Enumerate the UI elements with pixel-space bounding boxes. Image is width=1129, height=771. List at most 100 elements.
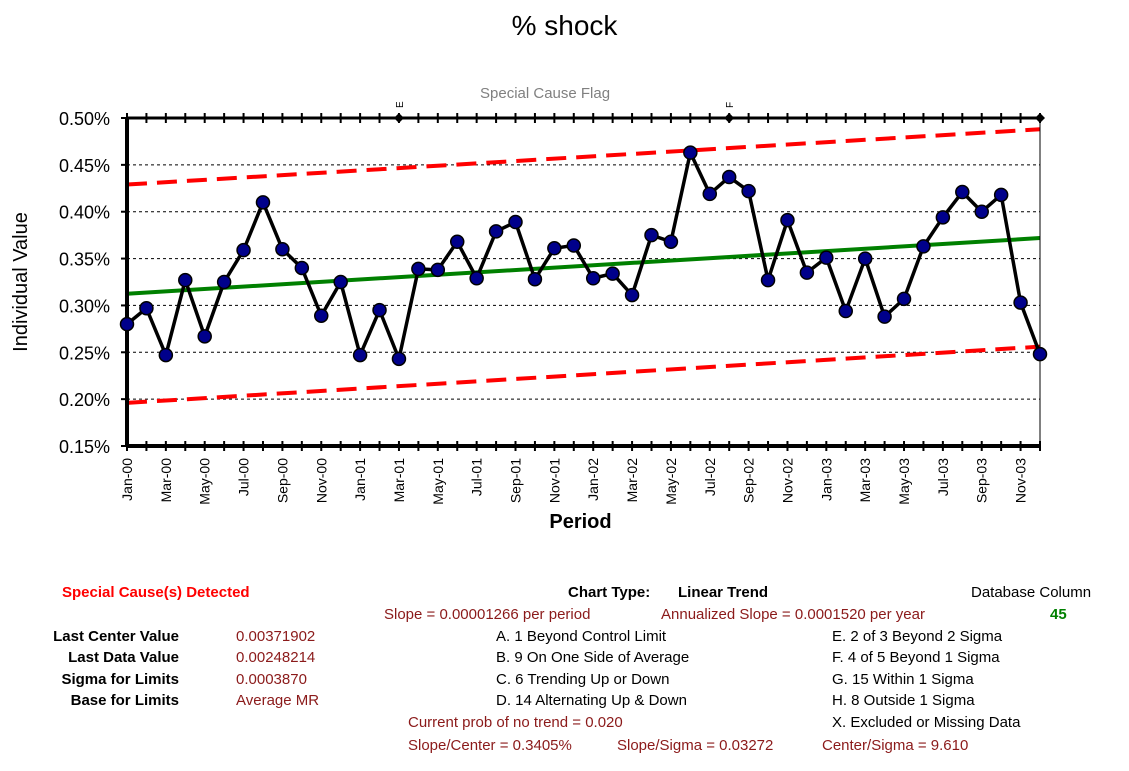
y-tick-label: 0.45% (59, 156, 110, 176)
data-point (838, 303, 853, 319)
y-tick-label: 0.40% (59, 203, 110, 223)
x-tick-label: May-00 (197, 458, 213, 505)
stat-label: Last Center Value (53, 628, 179, 645)
data-point (294, 260, 310, 276)
data-point (314, 308, 329, 323)
data-point (411, 261, 426, 277)
data-point (139, 300, 154, 316)
x-tick-label: Sep-03 (974, 458, 990, 503)
data-point (741, 183, 756, 199)
x-tick-label: Sep-02 (741, 458, 757, 503)
x-tick-label: May-03 (896, 458, 912, 505)
data-point (819, 250, 834, 265)
data-point (508, 214, 523, 230)
annualized-slope-text: Annualized Slope = 0.0001520 per year (661, 606, 925, 623)
data-point (216, 274, 232, 290)
x-tick-label: Nov-01 (546, 458, 562, 503)
prob-no-trend: Current prob of no trend = 0.020 (408, 714, 623, 731)
x-tick-label: Jul-02 (702, 458, 718, 496)
x-tick-label: Mar-03 (857, 458, 873, 503)
stat-value: Average MR (236, 692, 320, 709)
data-point (624, 287, 640, 303)
database-column-label: Database Column (971, 584, 1092, 601)
slope-center: Slope/Center = 0.3405% (408, 737, 572, 754)
data-point (974, 204, 989, 219)
lower-control-limit (126, 344, 1041, 405)
y-tick-label: 0.30% (59, 296, 110, 316)
axis-labels: 0.15% 0.20% 0.25% 0.30% 0.35% 0.40% 0.45% 0.50%… (10, 101, 1029, 533)
rule-item: A. 1 Beyond Control Limit (496, 628, 667, 645)
data-point (702, 186, 718, 202)
rule-item: X. Excluded or Missing Data (832, 714, 1021, 731)
chart-type-value: Linear Trend (678, 584, 769, 601)
series-line (125, 150, 1042, 361)
data-point (780, 212, 795, 228)
stat-label: Sigma for Limits (61, 671, 179, 688)
y-tick-label: 0.25% (59, 343, 110, 363)
stat-value: 0.00371902 (236, 628, 316, 645)
x-tick-label: Mar-01 (391, 458, 407, 503)
data-point (197, 329, 212, 344)
data-point (644, 227, 659, 243)
slope-text: Slope = 0.00001266 per period (384, 606, 591, 623)
data-point (1032, 346, 1048, 362)
axes (121, 113, 1041, 451)
center-sigma: Center/Sigma = 9.610 (822, 737, 969, 754)
chart-title: % shock (511, 10, 618, 41)
x-tick-label: Nov-00 (313, 458, 329, 503)
x-tick-label: May-01 (430, 458, 446, 505)
data-point (663, 234, 679, 249)
special-cause-flag-title: Special Cause Flag (480, 85, 611, 102)
rule-item: H. 8 Outside 1 Sigma (832, 692, 975, 709)
data-point (857, 251, 873, 266)
data-point (488, 224, 504, 239)
data-point (916, 239, 931, 254)
data-point (1013, 295, 1028, 310)
data-point (799, 265, 815, 280)
data-point (721, 169, 737, 185)
data-point (178, 272, 193, 288)
flag-label: E (395, 101, 406, 108)
flag-marker (1035, 113, 1045, 123)
rule-item: E. 2 of 3 Beyond 2 Sigma (832, 628, 1003, 645)
rule-item: B. 9 On One Side of Average (496, 649, 690, 666)
data-point (352, 347, 368, 363)
limit-lines (126, 127, 1041, 405)
data-points (119, 113, 1048, 367)
x-tick-label: Nov-02 (779, 458, 795, 503)
rule-item: D. 14 Alternating Up & Down (496, 692, 687, 709)
x-tick-label: Jan-03 (818, 458, 834, 501)
data-point (760, 272, 776, 288)
rule-item: G. 15 Within 1 Sigma (832, 671, 974, 688)
x-tick-label: Jul-03 (935, 458, 951, 496)
flag-marker (393, 113, 404, 123)
data-point (333, 274, 348, 290)
data-point (877, 309, 892, 324)
data-point (993, 187, 1009, 203)
stat-label: Base for Limits (70, 692, 179, 709)
flag-marker (724, 113, 735, 123)
x-tick-label: Mar-00 (158, 458, 174, 503)
data-point (585, 271, 601, 286)
data-point (391, 351, 407, 367)
y-tick-label: 0.15% (59, 437, 110, 457)
series-line (125, 150, 1042, 361)
data-point (449, 234, 465, 249)
data-point (935, 210, 951, 225)
upper-control-limit (126, 127, 1041, 187)
data-point (158, 347, 174, 363)
x-tick-label: Sep-01 (508, 458, 524, 503)
x-tick-label: Jan-02 (585, 458, 601, 501)
x-tick-label: Nov-03 (1013, 458, 1029, 503)
data-point (430, 262, 446, 278)
stat-value: 0.0003870 (236, 671, 307, 688)
x-tick-label: Jan-01 (352, 458, 368, 501)
data-point (896, 291, 912, 307)
data-point (955, 184, 970, 200)
y-axis-title: Individual Value (10, 212, 32, 352)
stat-value: 0.00248214 (236, 649, 316, 666)
x-tick-label: Jul-01 (469, 458, 485, 496)
data-point (469, 271, 484, 286)
data-point (527, 271, 543, 287)
grid-lines (127, 164, 1040, 400)
